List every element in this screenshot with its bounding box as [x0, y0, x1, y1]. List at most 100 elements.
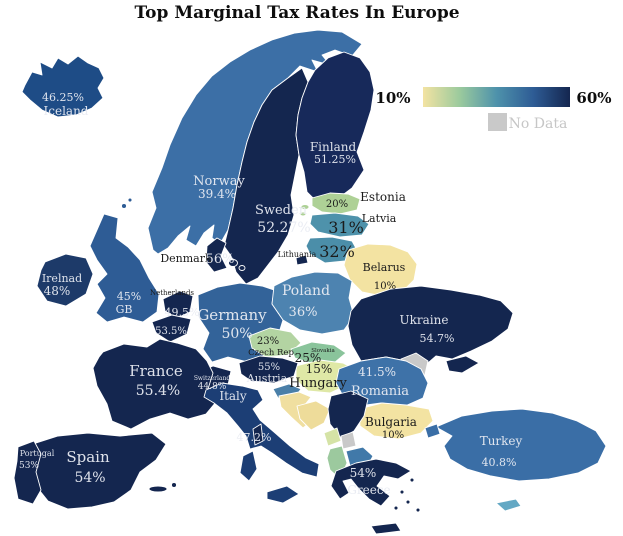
- country-belgium: [151, 314, 192, 343]
- portugal-name-label: Portugal: [20, 449, 55, 458]
- austria-value-label: 55%: [258, 362, 280, 373]
- finland-value-label: 51.25%: [314, 153, 356, 166]
- norway-value-label: 39.4%: [198, 187, 236, 201]
- legend-no-data-swatch: [488, 113, 507, 131]
- hungary-name-label: Hungary: [289, 376, 347, 391]
- country-serbia: [327, 390, 369, 439]
- ukraine-name-label: Ukraine: [400, 313, 449, 327]
- legend-gradient-bar: [423, 87, 570, 107]
- czech-name-label: Czech Rep: [248, 348, 294, 358]
- country-montenegro: [323, 427, 342, 447]
- country-estonia: [311, 192, 361, 215]
- france-value-label: 55.4%: [136, 383, 180, 399]
- estonia-name-label: Estonia: [360, 190, 406, 204]
- italy-value-label: 47.2%: [237, 431, 272, 444]
- turkey-value-label: 40.8%: [482, 456, 517, 469]
- corsica: [252, 423, 264, 446]
- bulgaria-value-label: 10%: [382, 430, 404, 441]
- aegean-island: [399, 489, 405, 495]
- estonia-island: [299, 211, 307, 217]
- crete: [370, 522, 402, 535]
- aegean-island: [409, 477, 415, 483]
- ireland-name-label: Irelnad: [42, 272, 82, 285]
- country-kaliningrad: [295, 254, 309, 266]
- legend-max-label: 60%: [576, 89, 611, 107]
- estonia-island: [300, 204, 310, 210]
- aegean-island: [415, 507, 421, 513]
- belarus-name-label: Belarus: [363, 261, 406, 274]
- map-title: Top Marginal Tax Rates In Europe: [134, 3, 459, 23]
- sicily: [266, 485, 300, 504]
- country-greece: [330, 458, 412, 507]
- country-spain: [29, 432, 167, 510]
- greece-name-label: Greece: [347, 483, 390, 497]
- slovakia-name-label: Slovakia: [311, 348, 335, 354]
- denmark-name-label: Denmark: [160, 252, 212, 265]
- belarus-value-label: 10%: [374, 281, 396, 292]
- estonia-value-label: 20%: [326, 199, 348, 210]
- netherlands-value-label: 49.5%: [165, 306, 200, 319]
- germany-value-label: 50%: [221, 326, 252, 342]
- country-cyprus: [495, 498, 522, 512]
- ireland-value-label: 48%: [44, 284, 71, 298]
- latvia-value-label: 31%: [328, 218, 364, 237]
- country-netherlands: [162, 290, 194, 319]
- lithuania-value-label: 32%: [319, 242, 355, 261]
- country-finland: [295, 51, 375, 204]
- norway-name-label: Norway: [193, 174, 245, 189]
- netherlands-name-label: Netherlands: [150, 289, 194, 297]
- country-kosovo: [340, 431, 357, 450]
- aegean-island: [393, 505, 399, 511]
- spain-value-label: 54%: [74, 470, 105, 486]
- denmark-island: [238, 265, 246, 271]
- poland-name-label: Poland: [282, 283, 330, 299]
- gb-name-label: GB: [116, 303, 133, 316]
- legend-min-label: 10%: [375, 89, 410, 107]
- hungary-value-label: 15%: [306, 362, 333, 376]
- gb-island: [121, 203, 127, 209]
- turkey-thrace: [424, 423, 441, 439]
- turkey-name-label: Turkey: [480, 434, 523, 448]
- country-portugal: [13, 440, 42, 505]
- poland-value-label: 36%: [289, 305, 318, 320]
- legend-no-data-label: No Data: [509, 116, 568, 132]
- country-latvia: [309, 212, 370, 238]
- country-iceland: [21, 55, 105, 118]
- country-bosnia: [296, 400, 331, 431]
- sweden-value-label: 52.27%: [257, 220, 310, 236]
- romania-value-label: 41.5%: [358, 365, 396, 379]
- balearic-island: [171, 482, 177, 488]
- belgium-value-label: 53.5%: [155, 326, 187, 337]
- country-ukraine: [347, 285, 514, 370]
- country-denmark: [205, 237, 228, 273]
- sardinia: [239, 450, 258, 482]
- ukraine-value-label: 54.7%: [420, 332, 455, 345]
- country-slovakia: [290, 341, 347, 364]
- sweden-name-label: Sweden: [255, 203, 308, 218]
- portugal-value-label: 53%: [19, 461, 39, 471]
- finland-name-label: Finland: [310, 140, 357, 154]
- greece-value-label: 54%: [350, 466, 377, 480]
- country-ireland: [36, 253, 94, 307]
- iceland-value-label: 46.25%: [42, 91, 84, 104]
- gb-value-label: 45%: [117, 290, 141, 303]
- latvia-name-label: Latvia: [362, 212, 397, 225]
- crimea: [445, 355, 480, 374]
- denmark-value-label: 56%: [206, 252, 235, 267]
- country-turkey: [435, 408, 607, 482]
- austria-name-label: Austria: [246, 372, 288, 385]
- lithuania-name-label: Lithuania: [278, 250, 317, 259]
- italy-name-label: Italy: [219, 389, 247, 403]
- czech-value-label: 23%: [257, 336, 279, 347]
- denmark-island: [228, 259, 238, 267]
- country-belarus: [343, 243, 418, 297]
- balearic-islands: [148, 485, 168, 493]
- france-name-label: France: [129, 362, 183, 380]
- iceland-name-label: Iceland: [44, 104, 89, 118]
- slovakia-value-label: 25%: [295, 351, 322, 365]
- spain-name-label: Spain: [66, 448, 110, 466]
- country-france: [92, 338, 217, 430]
- romania-name-label: Romania: [351, 384, 409, 399]
